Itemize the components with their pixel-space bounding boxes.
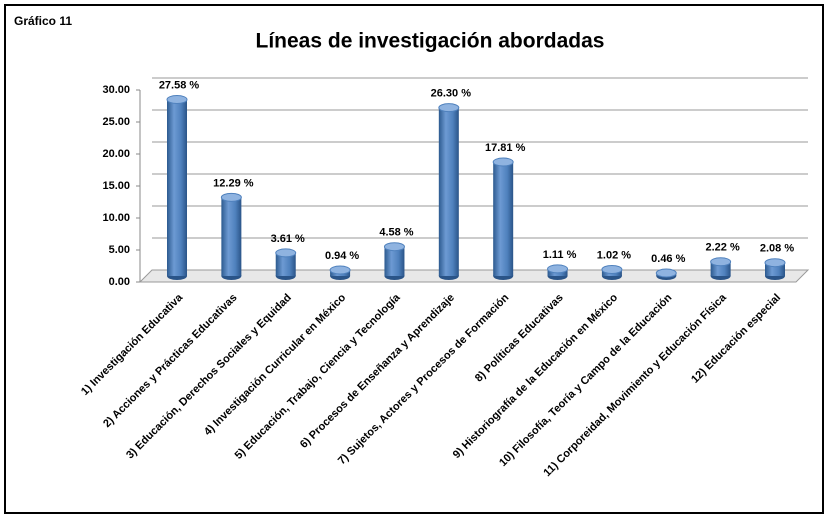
bar-top: [275, 248, 297, 258]
y-tick-label: 15.00: [102, 180, 130, 192]
bar: [493, 162, 514, 276]
value-label: 2.22 %: [706, 242, 740, 254]
bar-top: [329, 265, 351, 275]
bar-top: [547, 264, 569, 274]
bar-top: [492, 157, 514, 167]
y-tick-label: 30.00: [102, 84, 130, 96]
frame: [4, 4, 824, 514]
bar-top: [438, 103, 460, 113]
value-label: 0.46 %: [651, 253, 685, 265]
bar: [384, 246, 405, 276]
bar-top: [220, 192, 242, 202]
bar: [438, 107, 459, 277]
y-tick-label: 20.00: [102, 148, 130, 160]
value-label: 27.58 %: [159, 79, 200, 91]
chart-title: Líneas de investigación abordadas: [256, 30, 605, 53]
y-tick-label: 25.00: [102, 116, 130, 128]
y-tick-label: 0.00: [109, 276, 130, 288]
value-label: 12.29 %: [213, 177, 254, 189]
value-label: 4.58 %: [379, 227, 413, 239]
bar-top: [383, 242, 405, 252]
bar-top: [655, 268, 677, 278]
bar: [275, 252, 296, 276]
bar-top: [710, 257, 732, 267]
bar: [167, 99, 187, 276]
value-label: 3.61 %: [271, 233, 305, 245]
bar-top: [764, 258, 786, 268]
y-tick-label: 5.00: [109, 244, 130, 256]
figure-label: Gráfico 11: [14, 14, 72, 28]
value-label: 17.81 %: [485, 142, 526, 154]
bar-top: [601, 264, 623, 274]
value-label: 26.30 %: [431, 88, 472, 100]
y-tick-label: 10.00: [102, 212, 130, 224]
bar-top: [166, 94, 188, 104]
bar: [221, 197, 242, 276]
value-label: 1.11 %: [543, 249, 577, 261]
value-label: 2.08 %: [760, 243, 794, 255]
value-label: 1.02 %: [597, 249, 631, 261]
value-label: 0.94 %: [325, 250, 359, 262]
